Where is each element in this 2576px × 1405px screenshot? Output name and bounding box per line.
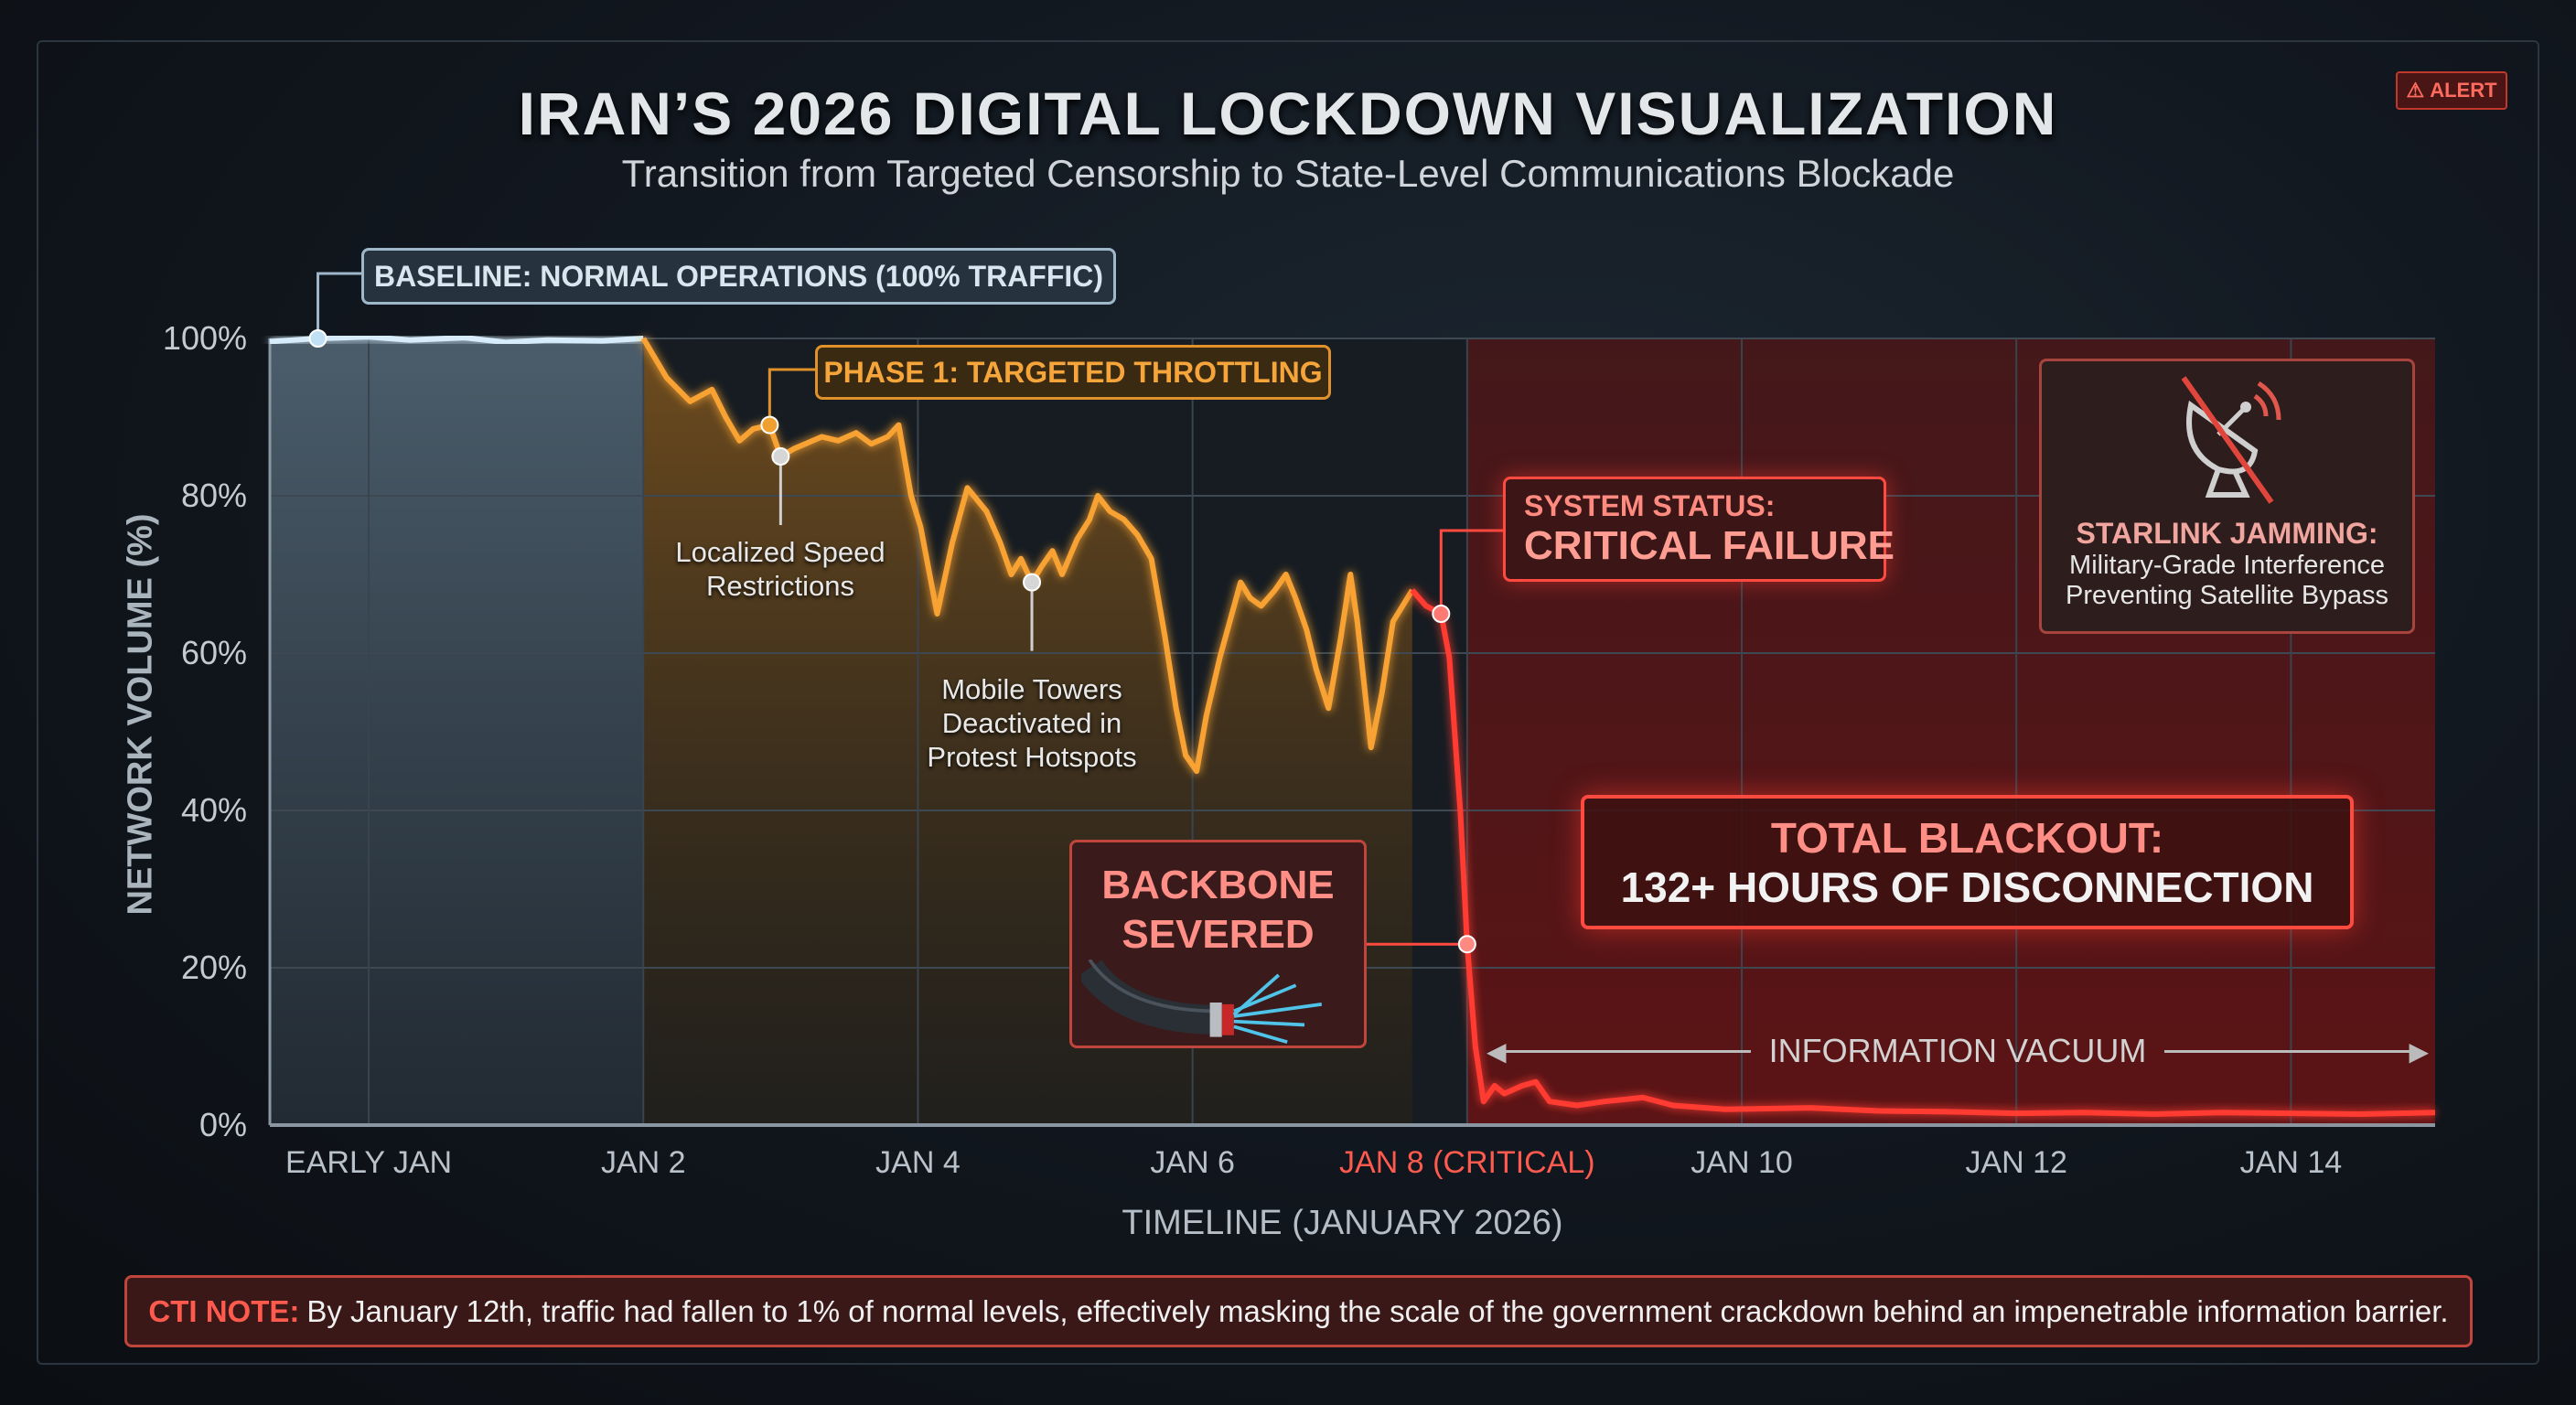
y-tick-label: 40%: [180, 791, 247, 829]
x-tick-label: JAN 2: [600, 1145, 686, 1180]
warning-icon: ⚠: [2406, 79, 2425, 102]
note-line: Deactivated in: [941, 707, 1122, 739]
x-tick-label: JAN 6: [1150, 1145, 1235, 1180]
starlink-title: STARLINK JAMMING:: [2076, 517, 2378, 550]
starlink-line: Military-Grade Interference: [2069, 551, 2385, 580]
note-line: Restrictions: [706, 570, 854, 602]
localized-restrictions-note: Localized Speed Restrictions: [675, 535, 885, 603]
vacuum-line: [1504, 1049, 1751, 1053]
baseline-connector: [317, 272, 361, 338]
throttling-series-line: [640, 337, 1415, 774]
phase1-marker: [760, 415, 779, 434]
critical-marker: [1432, 605, 1451, 623]
critical-connector: [1439, 529, 1503, 614]
alert-badge: ⚠ ALERT: [2396, 71, 2507, 110]
backbone-line: SEVERED: [1122, 912, 1315, 957]
y-tick-label: 20%: [180, 949, 247, 986]
baseline-marker: [308, 329, 327, 348]
x-tick-label: JAN 10: [1690, 1145, 1793, 1180]
arrow-left-icon: ◀: [1487, 1036, 1507, 1066]
y-axis-label: NETWORK VOLUME (%): [121, 513, 160, 916]
x-tick-label: JAN 12: [1965, 1145, 2067, 1180]
total-blackout-callout: TOTAL BLACKOUT: 132+ HOURS OF DISCONNECT…: [1581, 795, 2354, 929]
starlink-jamming-callout: STARLINK JAMMING: Military-Grade Interfe…: [2039, 359, 2415, 634]
localized-marker: [771, 447, 790, 466]
backbone-severed-callout: BACKBONE SEVERED: [1069, 840, 1367, 1048]
note-line: Mobile Towers: [941, 673, 1122, 705]
hud-frame: [37, 40, 2539, 1365]
phase1-callout-text: PHASE 1: TARGETED THROTTLING: [823, 355, 1323, 389]
note-line: Localized Speed: [675, 536, 886, 568]
baseline-area: [270, 337, 644, 1125]
x-tick-label: JAN 4: [875, 1145, 961, 1180]
information-vacuum-span: ◀ INFORMATION VACUUM ▶: [1487, 1032, 2429, 1070]
critical-failure-label: CRITICAL FAILURE: [1524, 523, 1894, 568]
vacuum-line: [2164, 1049, 2411, 1053]
mobile-towers-note: Mobile Towers Deactivated in Protest Hot…: [927, 672, 1136, 774]
x-tick-label: JAN 8 (CRITICAL): [1339, 1145, 1595, 1180]
system-status-label: SYSTEM STATUS:: [1524, 489, 1776, 522]
starlink-line: Preventing Satellite Bypass: [2065, 581, 2389, 610]
baseline-callout-text: BASELINE: NORMAL OPERATIONS (100% TRAFFI…: [373, 259, 1104, 293]
page-title: IRAN’S 2026 DIGITAL LOCKDOWN VISUALIZATI…: [518, 80, 2058, 147]
note-line: Protest Hotspots: [927, 741, 1137, 773]
x-tick-label: JAN 14: [2239, 1145, 2343, 1180]
x-tick-label: EARLY JAN: [285, 1145, 453, 1180]
cti-note-text: By January 12th, traffic had fallen to 1…: [306, 1293, 2449, 1328]
blackout-series-line: [1410, 588, 2436, 1117]
page-subtitle: Transition from Targeted Censorship to S…: [621, 152, 1955, 195]
mobile-marker: [1023, 573, 1042, 592]
alert-label: ALERT: [2430, 79, 2497, 102]
baseline-callout: BASELINE: NORMAL OPERATIONS (100% TRAFFI…: [361, 248, 1116, 305]
baseline-series-line: [269, 334, 644, 346]
cti-note-label: CTI NOTE:: [148, 1293, 300, 1328]
y-tick-label: 60%: [180, 634, 247, 671]
satellite-dish-slashed-icon: [2181, 376, 2281, 504]
blackout-title: TOTAL BLACKOUT:: [1770, 813, 2164, 862]
backbone-marker: [1457, 935, 1476, 954]
y-tick-label: 0%: [199, 1106, 247, 1143]
arrow-right-icon: ▶: [2409, 1036, 2429, 1066]
cti-note: CTI NOTE: By January 12th, traffic had f…: [124, 1275, 2473, 1347]
x-axis-label: TIMELINE (JANUARY 2026): [1122, 1204, 1563, 1242]
information-vacuum-label: INFORMATION VACUUM: [1768, 1032, 2147, 1069]
y-tick-label: 80%: [180, 477, 247, 514]
phase1-connector: [767, 368, 815, 425]
phase1-callout: PHASE 1: TARGETED THROTTLING: [815, 345, 1331, 400]
backbone-line: BACKBONE: [1101, 863, 1335, 907]
system-status-callout: SYSTEM STATUS: CRITICAL FAILURE: [1503, 477, 1894, 582]
y-tick-label: 100%: [162, 319, 247, 357]
blackout-duration: 132+ HOURS OF DISCONNECTION: [1620, 863, 2314, 911]
severed-fiber-cable-icon: [1080, 960, 1322, 1045]
